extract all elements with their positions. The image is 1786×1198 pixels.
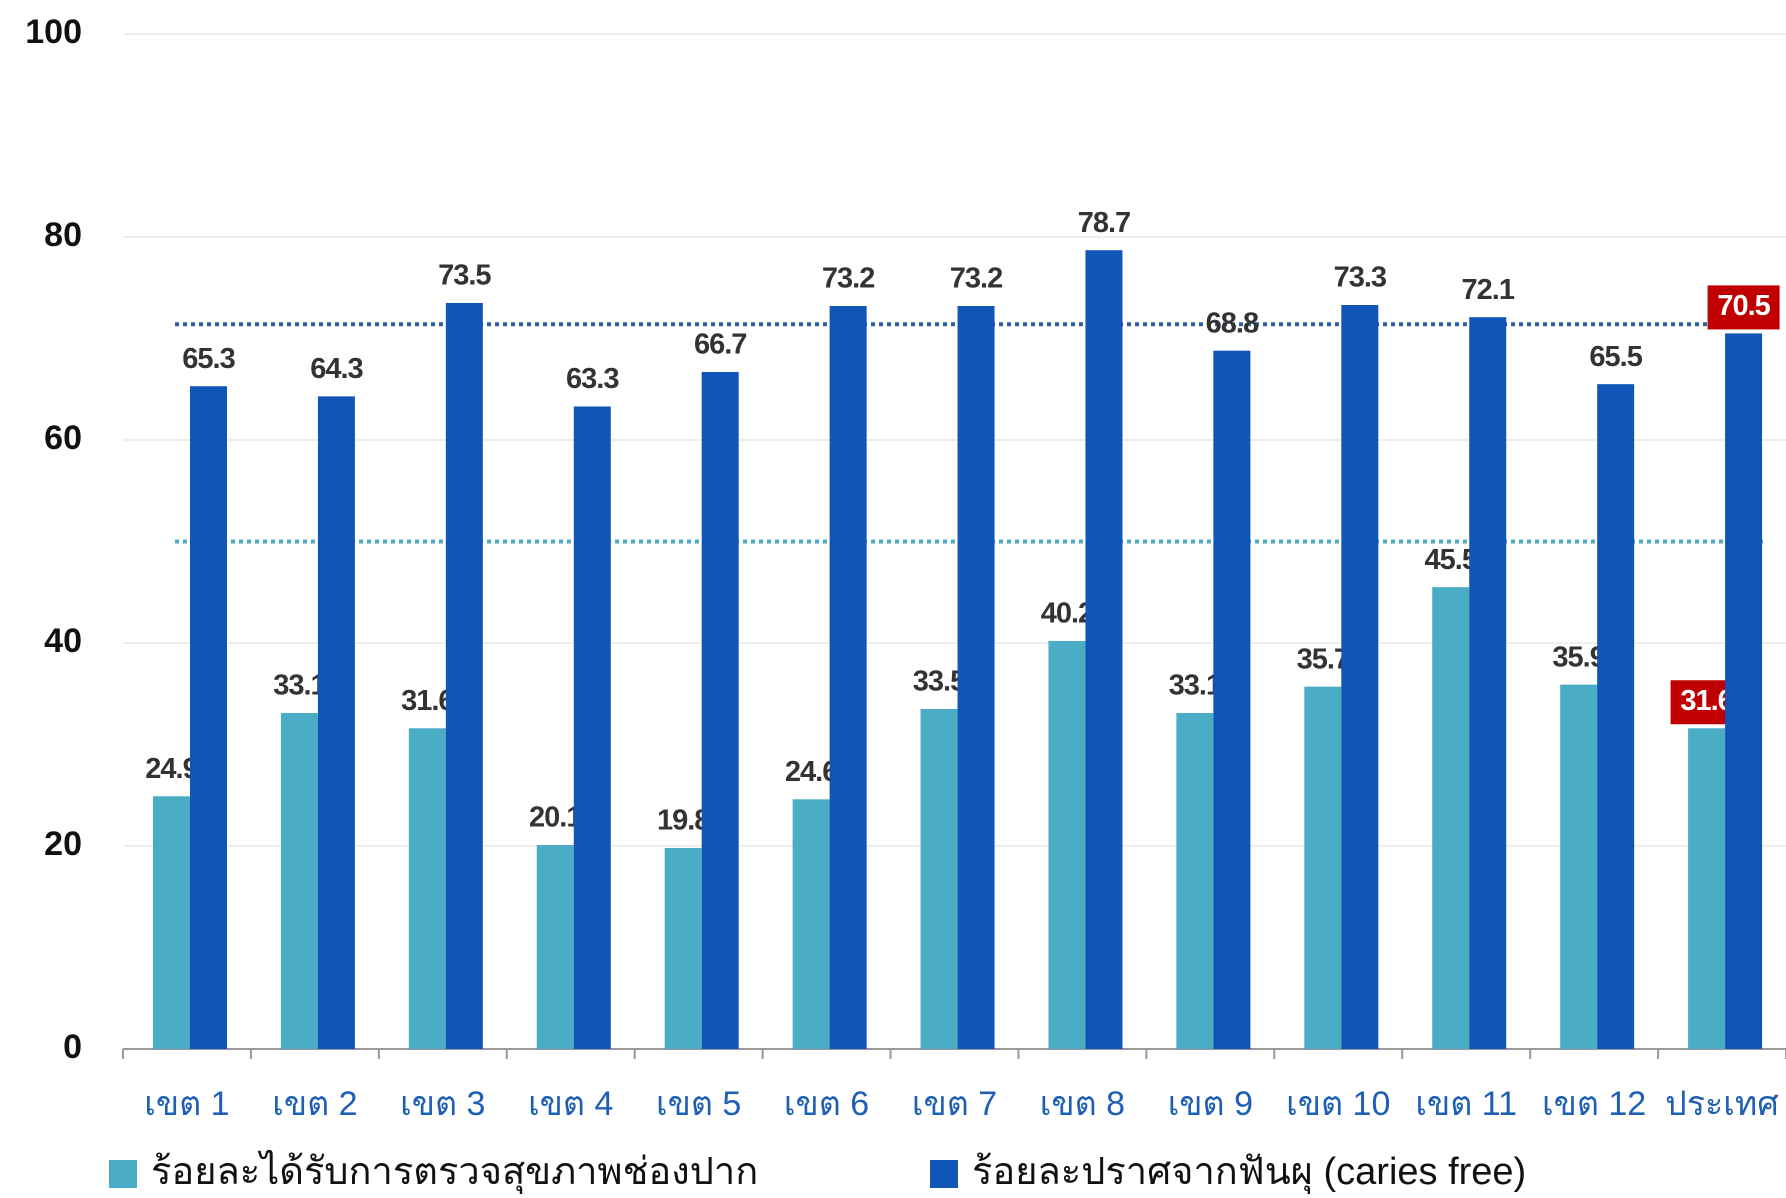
value-label: 66.7 bbox=[694, 329, 746, 361]
x-tick-label: เขต 10 bbox=[1286, 1085, 1390, 1123]
value-label: 70.5 bbox=[1717, 290, 1770, 322]
value-label: 40.2 bbox=[1041, 598, 1093, 630]
bar bbox=[1213, 350, 1251, 1049]
bar bbox=[536, 844, 574, 1049]
bar bbox=[573, 406, 611, 1049]
bar bbox=[1725, 333, 1763, 1049]
value-label: 73.3 bbox=[1334, 262, 1387, 294]
bar bbox=[792, 799, 830, 1049]
value-label: 78.7 bbox=[1078, 207, 1130, 239]
x-tick-label: ประเทศ bbox=[1665, 1085, 1779, 1123]
y-tick-label: 40 bbox=[44, 622, 82, 660]
value-label: 65.5 bbox=[1589, 341, 1642, 373]
value-label-box bbox=[1707, 285, 1780, 330]
x-tick-label: เขต 5 bbox=[656, 1085, 741, 1123]
value-label: 68.8 bbox=[1206, 307, 1259, 339]
value-label: 73.2 bbox=[822, 263, 874, 295]
x-tick-label: เขต 4 bbox=[528, 1085, 613, 1123]
y-tick-label: 100 bbox=[25, 13, 82, 51]
x-tick-label: เขต 2 bbox=[272, 1085, 357, 1123]
legend-swatch bbox=[930, 1160, 958, 1188]
x-tick-label: เขต 12 bbox=[1542, 1085, 1646, 1123]
bar bbox=[920, 708, 958, 1049]
bar bbox=[701, 371, 739, 1049]
bar bbox=[1341, 305, 1379, 1049]
bar bbox=[445, 302, 483, 1050]
x-tick-label: เขต 7 bbox=[912, 1085, 997, 1123]
bar bbox=[190, 386, 227, 1050]
bar bbox=[153, 796, 190, 1049]
bar bbox=[1597, 384, 1635, 1049]
bar bbox=[1688, 728, 1726, 1049]
bar bbox=[1560, 684, 1598, 1049]
y-tick-label: 20 bbox=[44, 825, 82, 863]
x-tick-label: เขต 3 bbox=[400, 1085, 485, 1123]
value-label: 73.2 bbox=[950, 263, 1002, 295]
bar bbox=[664, 848, 702, 1049]
bar bbox=[408, 728, 446, 1049]
bar bbox=[1085, 250, 1123, 1049]
legend-swatch bbox=[109, 1160, 137, 1188]
x-tick-label: เขต 9 bbox=[1168, 1085, 1253, 1123]
x-tick-label: เขต 8 bbox=[1040, 1085, 1125, 1123]
bar bbox=[829, 306, 867, 1049]
x-tick-label: เขต 1 bbox=[144, 1085, 229, 1123]
bar bbox=[1432, 587, 1470, 1049]
y-tick-label: 0 bbox=[63, 1028, 82, 1066]
y-tick-label: 60 bbox=[44, 419, 82, 457]
bar bbox=[280, 713, 318, 1049]
x-tick-label: เขต 11 bbox=[1415, 1085, 1517, 1123]
value-label: 73.5 bbox=[438, 260, 491, 292]
value-label: 72.1 bbox=[1462, 274, 1515, 306]
bar bbox=[1048, 640, 1086, 1049]
x-tick-label: เขต 6 bbox=[784, 1085, 869, 1123]
legend-label: ร้อยละได้รับการตรวจสุขภาพช่องปาก bbox=[151, 1150, 758, 1194]
value-label: 65.3 bbox=[182, 343, 235, 375]
bar bbox=[317, 396, 355, 1050]
bar bbox=[1304, 686, 1342, 1049]
bar bbox=[1469, 317, 1507, 1049]
bar bbox=[957, 306, 995, 1049]
legend-label: ร้อยละปราศจากฟันผุ (caries free) bbox=[972, 1151, 1526, 1194]
bar bbox=[1176, 713, 1214, 1049]
value-label: 35.7 bbox=[1297, 643, 1349, 675]
value-label: 64.3 bbox=[310, 353, 363, 385]
y-tick-label: 80 bbox=[44, 216, 82, 254]
value-label: 63.3 bbox=[566, 363, 619, 395]
